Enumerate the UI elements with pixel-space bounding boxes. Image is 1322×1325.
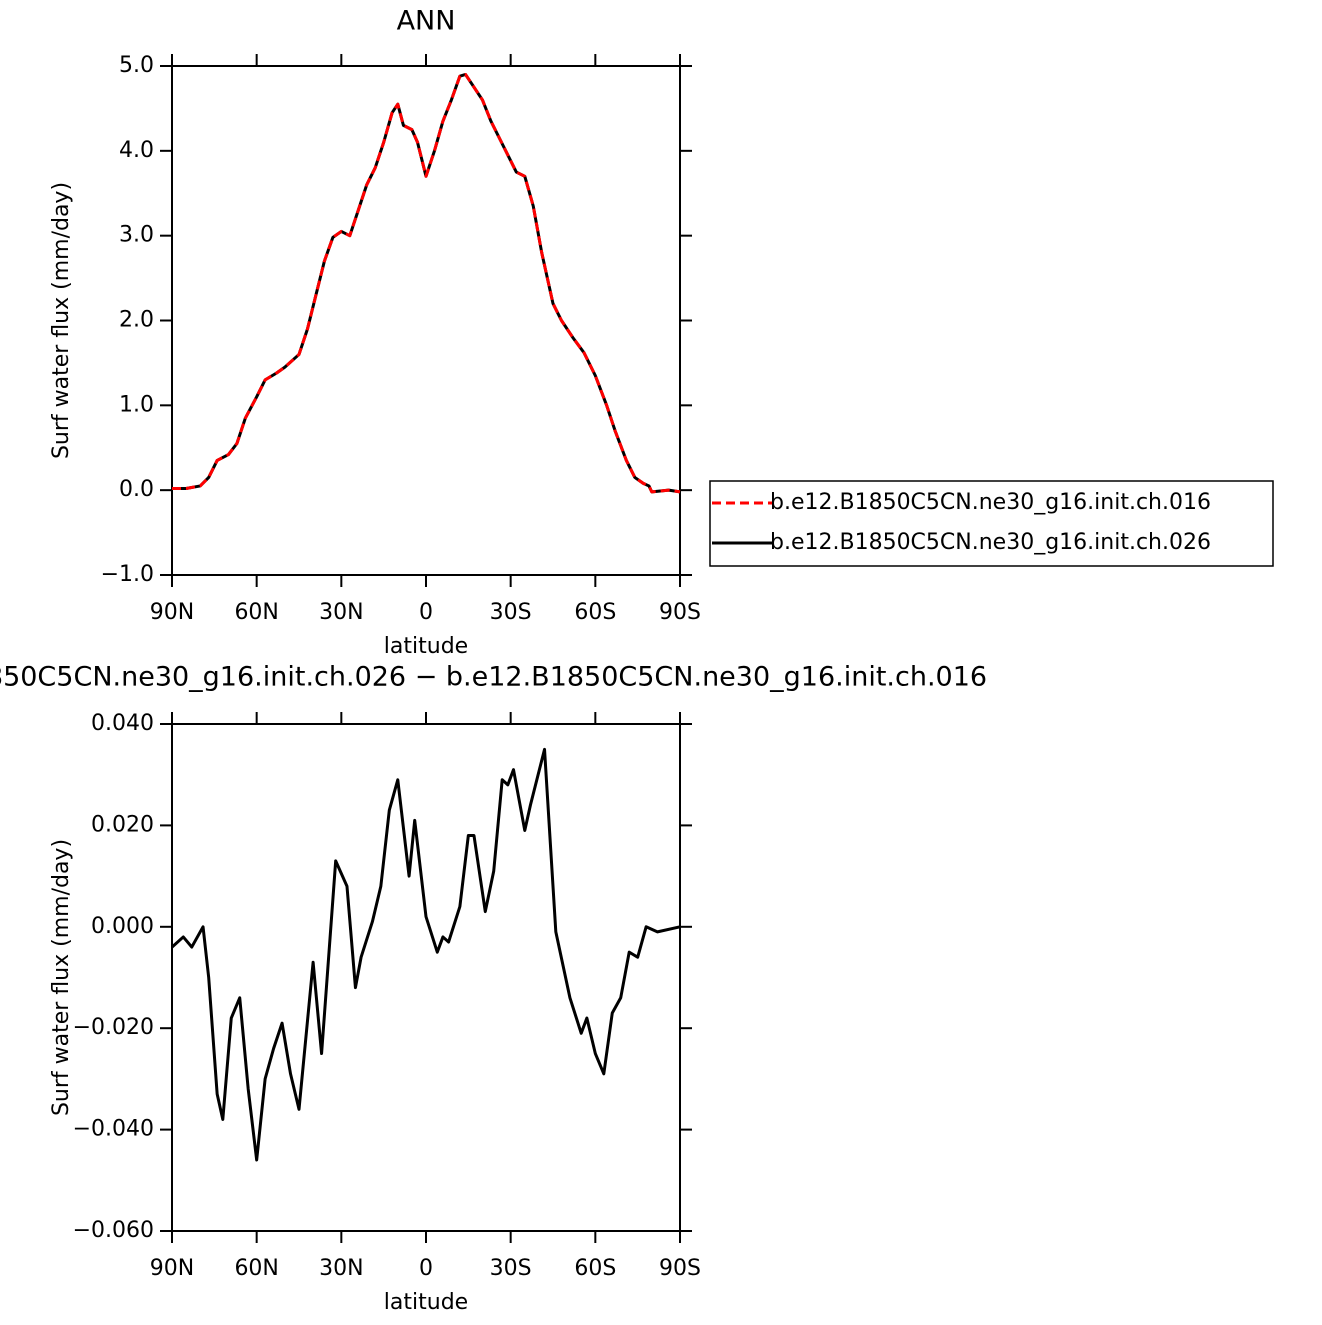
chart-title: b.e12.B1850C5CN.ne30_g16.init.ch.026 − b…	[0, 662, 987, 693]
plot-frame	[171, 723, 681, 1232]
legend-label: b.e12.B1850C5CN.ne30_g16.init.ch.016	[770, 490, 1211, 515]
x-tick-label: 30N	[319, 600, 363, 625]
x-tick-label: 90N	[150, 600, 194, 625]
x-tick-label: 60S	[574, 600, 616, 625]
x-tick-label: 0	[419, 600, 433, 625]
x-tick-label: 90N	[150, 1256, 194, 1281]
y-tick-label: 0.000	[91, 914, 154, 939]
y-tick-label: 0.0	[119, 477, 154, 502]
chart-title: ANN	[397, 6, 456, 37]
y-tick-label: 0.020	[91, 812, 154, 837]
data-line	[170, 747, 681, 1162]
x-axis-label: latitude	[384, 1290, 468, 1315]
x-tick-label: 60S	[574, 1256, 616, 1281]
y-axis-label: Surf water flux (mm/day)	[49, 839, 74, 1116]
y-tick-label: 1.0	[119, 392, 154, 417]
x-tick-label: 60N	[234, 1256, 278, 1281]
x-tick-label: 30S	[490, 1256, 532, 1281]
x-tick-label: 0	[419, 1256, 433, 1281]
x-axis-label: latitude	[384, 634, 468, 659]
y-tick-label: −0.060	[73, 1218, 154, 1243]
x-tick-label: 30N	[319, 1256, 363, 1281]
y-tick-label: 4.0	[119, 138, 154, 163]
legend-box	[709, 480, 1274, 567]
plot-frame	[171, 65, 681, 576]
x-tick-label: 90S	[659, 1256, 701, 1281]
y-tick-label: 2.0	[119, 308, 154, 333]
data-line	[172, 72, 681, 494]
y-axis-label: Surf water flux (mm/day)	[49, 182, 74, 459]
x-tick-label: 90S	[659, 600, 701, 625]
y-tick-label: 3.0	[119, 223, 154, 248]
legend-label: b.e12.B1850C5CN.ne30_g16.init.ch.026	[770, 530, 1211, 555]
x-tick-label: 60N	[234, 600, 278, 625]
y-tick-label: 0.040	[91, 711, 154, 736]
y-tick-label: −1.0	[101, 562, 154, 587]
y-tick-label: −0.020	[73, 1015, 154, 1040]
y-tick-label: 5.0	[119, 53, 154, 78]
y-tick-label: −0.040	[73, 1117, 154, 1142]
data-line	[172, 72, 681, 494]
x-tick-label: 30S	[490, 600, 532, 625]
